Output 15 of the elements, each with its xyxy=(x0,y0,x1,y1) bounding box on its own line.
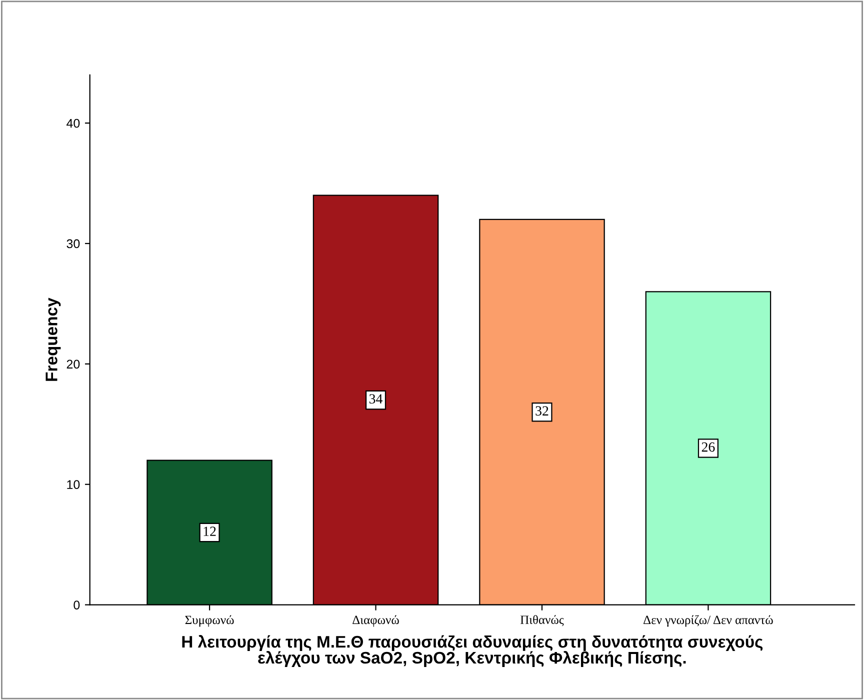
x-tick-label: Δεν γνωρίζω/ Δεν απαντώ xyxy=(644,615,773,627)
x-tick-label: Πιθανώς xyxy=(520,615,564,626)
x-axis-title: Η λειτουργία της Μ.Ε.Θ παρουσιάζει αδυναμίες στη δυνατότητα συνεχούς ελέγχου των SaO2, SpO2, Κεντρικής Φλεβικής Πίεσης. xyxy=(182,635,763,667)
data-label: 26 xyxy=(702,442,715,452)
y-tick-label: 10 xyxy=(67,480,80,490)
data-label: 12 xyxy=(204,526,216,536)
x-tick-label: Διαφωνώ xyxy=(352,615,399,627)
y-tick-label: 0 xyxy=(74,600,80,610)
data-label: 32 xyxy=(536,406,548,416)
y-axis-title: Frequency xyxy=(46,298,61,381)
y-tick-label: 40 xyxy=(66,118,80,128)
y-tick-label: 20 xyxy=(66,360,80,369)
x-tick-label: Συμφωνώ xyxy=(185,615,234,627)
y-tick-label: 30 xyxy=(66,239,80,248)
data-label: 34 xyxy=(369,394,382,404)
